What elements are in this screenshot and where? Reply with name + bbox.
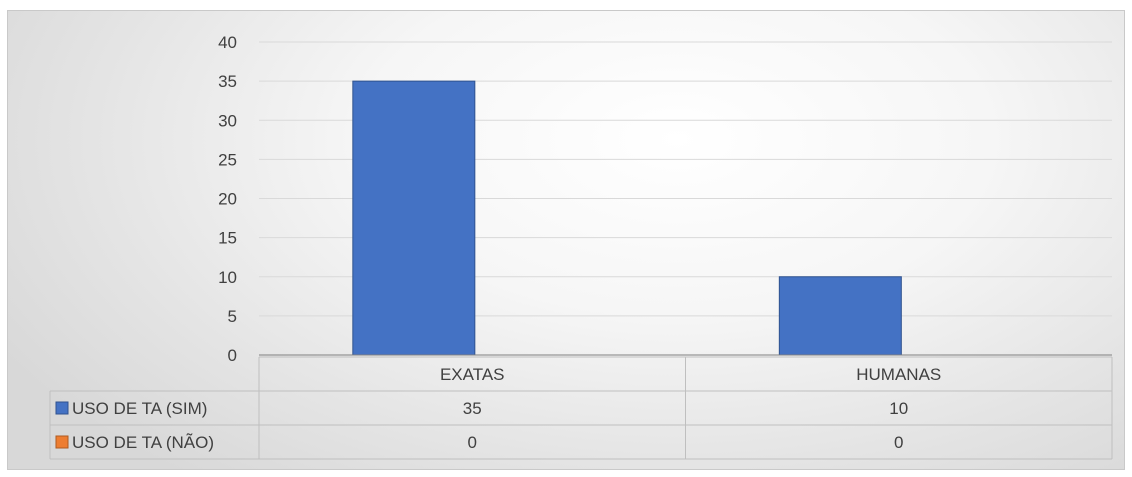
data-value: 0	[468, 433, 477, 452]
y-tick-label: 40	[218, 33, 237, 52]
legend-key-sim	[55, 401, 69, 415]
category-label: EXATAS	[440, 365, 505, 384]
category-label: HUMANAS	[856, 365, 941, 384]
bar-chart: 0 5 10 15 20 25 30 35 40 EXATAS HUMANAS USO DE TA (…	[49, 33, 1113, 460]
y-tick-label: 15	[218, 229, 237, 248]
chart-area: 0 5 10 15 20 25 30 35 40 EXATAS HUMANAS USO DE TA (…	[7, 10, 1125, 470]
legend-key-nao	[55, 435, 69, 449]
data-value: 10	[889, 399, 908, 418]
data-value: 35	[463, 399, 482, 418]
bar-sim-humanas	[778, 276, 902, 356]
y-tick-label: 0	[228, 346, 237, 365]
series-label: USO DE TA (NÃO)	[72, 433, 214, 452]
y-tick-label: 35	[218, 72, 237, 91]
y-tick-label: 20	[218, 190, 237, 209]
bar-sim-exatas	[352, 80, 476, 356]
y-tick-label: 30	[218, 111, 237, 130]
data-value: 0	[894, 433, 903, 452]
y-tick-label: 10	[218, 268, 237, 287]
y-tick-label: 5	[228, 307, 237, 326]
series-label: USO DE TA (SIM)	[72, 399, 207, 418]
y-tick-label: 25	[218, 150, 237, 169]
